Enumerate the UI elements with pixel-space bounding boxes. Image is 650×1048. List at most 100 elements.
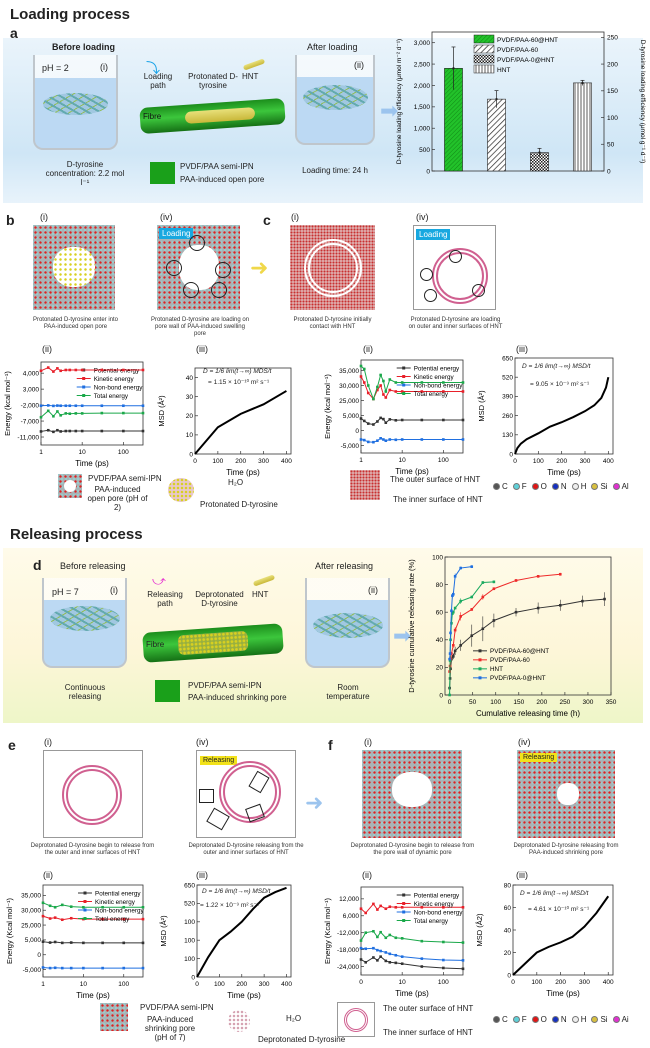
data-point [141,404,145,408]
data-point [122,411,125,415]
y-axis-label: D-tyrosine cumulative releasing rate (%) [407,559,416,693]
data-point [384,951,388,954]
data-point [100,411,104,415]
b-i-label: (i) [40,212,48,222]
legend-marker [82,377,86,380]
data-point [394,438,398,442]
data-point [64,429,68,433]
series-line-0 [360,955,464,970]
f-i-caption: Deprotonated D-tyrosine begin to release… [350,843,475,857]
right-y-axis-label: D-tyrosine loading efficiency (μmol g⁻¹ … [639,40,646,164]
x-axis-label: Cumulative releasing time (h) [476,709,580,718]
f-ii-label: (ii) [362,870,372,880]
f-i-md-snapshot [362,750,462,838]
data-point [100,404,104,408]
e-iv-caption: Deprotonated D-tyrosine releasing from t… [188,843,304,857]
x-tick-label: 150 [513,699,524,706]
atom-label: N [560,1015,567,1024]
y-tick-label: 100 [184,919,195,926]
plot-frame [514,357,614,455]
data-point [400,955,404,958]
y-axis-label: MSD (Å2) [475,913,484,946]
d-semi-ipn-label: PVDF/PAA semi-IPN [188,681,262,690]
y-tick-label: 80 [504,882,512,889]
series-line-0 [196,886,287,978]
beaker-before-loading [33,55,118,150]
data-point [388,961,392,964]
atom-n-icon [551,1016,559,1024]
legend-label: Total energy [95,916,130,923]
data-point [461,438,465,441]
e-shrinking-pore-label: PAA-induced shrinking pore (pH of 7) [144,1015,196,1043]
data-point [558,604,562,607]
data-point [470,595,474,599]
y-tick-label: 5,000 [25,937,42,944]
plot-frame [360,359,464,454]
data-point [64,404,68,408]
f-iv-label: (iv) [518,737,531,747]
data-point [450,652,453,655]
x-tick-label: 200 [556,458,567,465]
atom-f-icon [512,483,520,491]
legend-label: Non-bond energy [414,382,464,389]
c-iii-label: (iii) [516,344,528,354]
y-tick-label: 260 [502,413,513,420]
atom-label: H [580,1015,587,1024]
y-tick-label: 10 [186,432,194,439]
f-msd-equation: D = 1/6 lim(t→∞) MSD/t [520,890,589,897]
atom-o-icon [531,483,539,491]
highlight-circle [183,282,199,298]
data-point [376,439,379,442]
atom-label: C [502,482,508,491]
atom-n-icon [551,483,559,491]
data-point [384,907,388,911]
data-point [420,438,424,441]
releasing-tag: Releasing [520,753,558,762]
data-point [60,941,64,945]
legend-marker [82,394,86,397]
y-tick-label: 0 [439,692,443,699]
data-point [449,667,452,671]
y-tick-label: 25,000 [21,922,41,929]
data-point [41,966,45,969]
legend-marker [83,917,87,920]
data-point [450,621,453,625]
x-tick-label: 0 [193,458,197,465]
data-point [388,933,392,937]
e-i-md-snapshot [43,750,143,838]
data-point [48,904,52,908]
data-point [514,579,518,582]
data-point [48,966,52,970]
legend-label: Non-bond energy [94,384,144,391]
hnt-label: HNT [242,72,259,81]
legend-marker [402,893,406,897]
y-axis-label: Energy (kcal mol⁻¹) [3,371,12,436]
y-tick-label: 0 [509,451,513,458]
data-point [59,369,62,373]
membrane-mesh [313,613,383,638]
data-point [470,565,474,568]
plot-frame [196,884,292,978]
x-tick-label: 400 [281,981,292,988]
series-line-3 [360,365,463,401]
plot-frame [360,886,464,976]
legend-marker [478,658,482,662]
series-line-1 [360,903,463,914]
c-msd-value: = 9.05 × 10⁻⁹ m² s⁻¹ [530,381,590,388]
data-point [80,412,84,415]
data-point [448,657,451,661]
data-point [400,438,404,441]
data-point [536,575,540,578]
x-tick-label: 1 [359,457,363,464]
x-tick-label: 0 [448,699,452,706]
arrow-right-icon: ➡ [380,98,399,123]
data-point [74,412,78,415]
data-point [80,368,84,372]
right-y-tick-label: 0 [607,168,611,175]
x-tick-label: 0 [195,981,199,988]
data-point [69,966,73,970]
data-point [481,581,485,584]
dynamic-pore [392,772,432,807]
atom-label: F [521,1015,527,1024]
data-point [366,440,370,444]
